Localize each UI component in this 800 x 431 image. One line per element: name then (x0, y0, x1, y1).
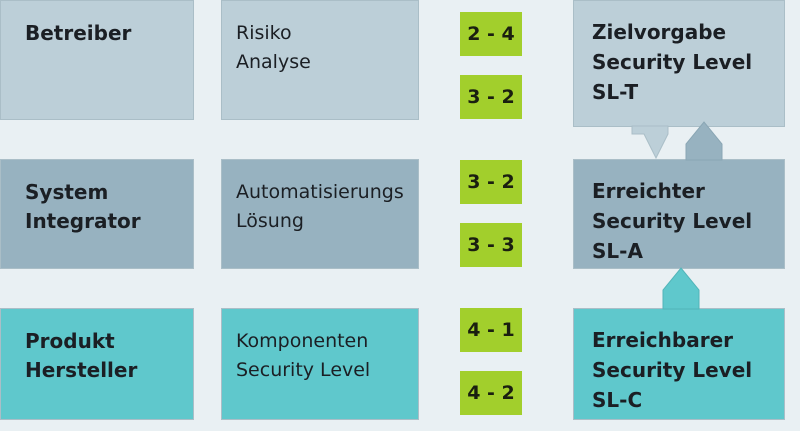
role-line: System (25, 180, 109, 204)
desc-line: Automatisierungs (236, 181, 404, 203)
target-line: Zielvorgabe (592, 20, 727, 44)
target-line: SL-T (592, 80, 639, 104)
target-line: Security Level (592, 358, 753, 382)
desc-automatisierungs-loesung: Automatisierungs Lösung (221, 159, 419, 269)
up-arrow-sl-a-to-sl-t (685, 121, 723, 161)
role-line: Produkt (25, 329, 115, 353)
role-line: Betreiber (25, 21, 132, 45)
desc-line: Risiko (236, 22, 292, 44)
desc-line: Security Level (236, 359, 371, 381)
desc-risiko-analyse: Risiko Analyse (221, 0, 419, 120)
role-line: Hersteller (25, 358, 138, 382)
target-line: Erreichbarer (592, 328, 734, 352)
target-line: Security Level (592, 209, 753, 233)
target-sl-c: Erreichbarer Security Level SL-C (573, 308, 785, 420)
down-arrow-sl-t-to-sl-a (631, 125, 669, 160)
desc-line: Analyse (236, 51, 311, 73)
role-line: Integrator (25, 209, 141, 233)
role-betreiber: Betreiber (0, 0, 194, 120)
up-arrow-sl-c-to-sl-a (662, 267, 700, 310)
target-line: Security Level (592, 50, 753, 74)
desc-komponenten-security-level: Komponenten Security Level (221, 308, 419, 420)
target-line: SL-A (592, 239, 643, 263)
tag-row3-a: 4 - 1 (460, 308, 522, 352)
target-sl-t: Zielvorgabe Security Level SL-T (573, 0, 785, 127)
tag-row1-a: 2 - 4 (460, 12, 522, 56)
role-produkt-hersteller: Produkt Hersteller (0, 308, 194, 420)
tag-row3-b: 4 - 2 (460, 371, 522, 415)
desc-line: Lösung (236, 210, 304, 232)
role-system-integrator: System Integrator (0, 159, 194, 269)
target-line: Erreichter (592, 179, 705, 203)
tag-row2-b: 3 - 3 (460, 223, 522, 267)
target-line: SL-C (592, 388, 643, 412)
tag-row2-a: 3 - 2 (460, 160, 522, 204)
target-sl-a: Erreichter Security Level SL-A (573, 159, 785, 269)
desc-line: Komponenten (236, 330, 369, 352)
tag-row1-b: 3 - 2 (460, 75, 522, 119)
